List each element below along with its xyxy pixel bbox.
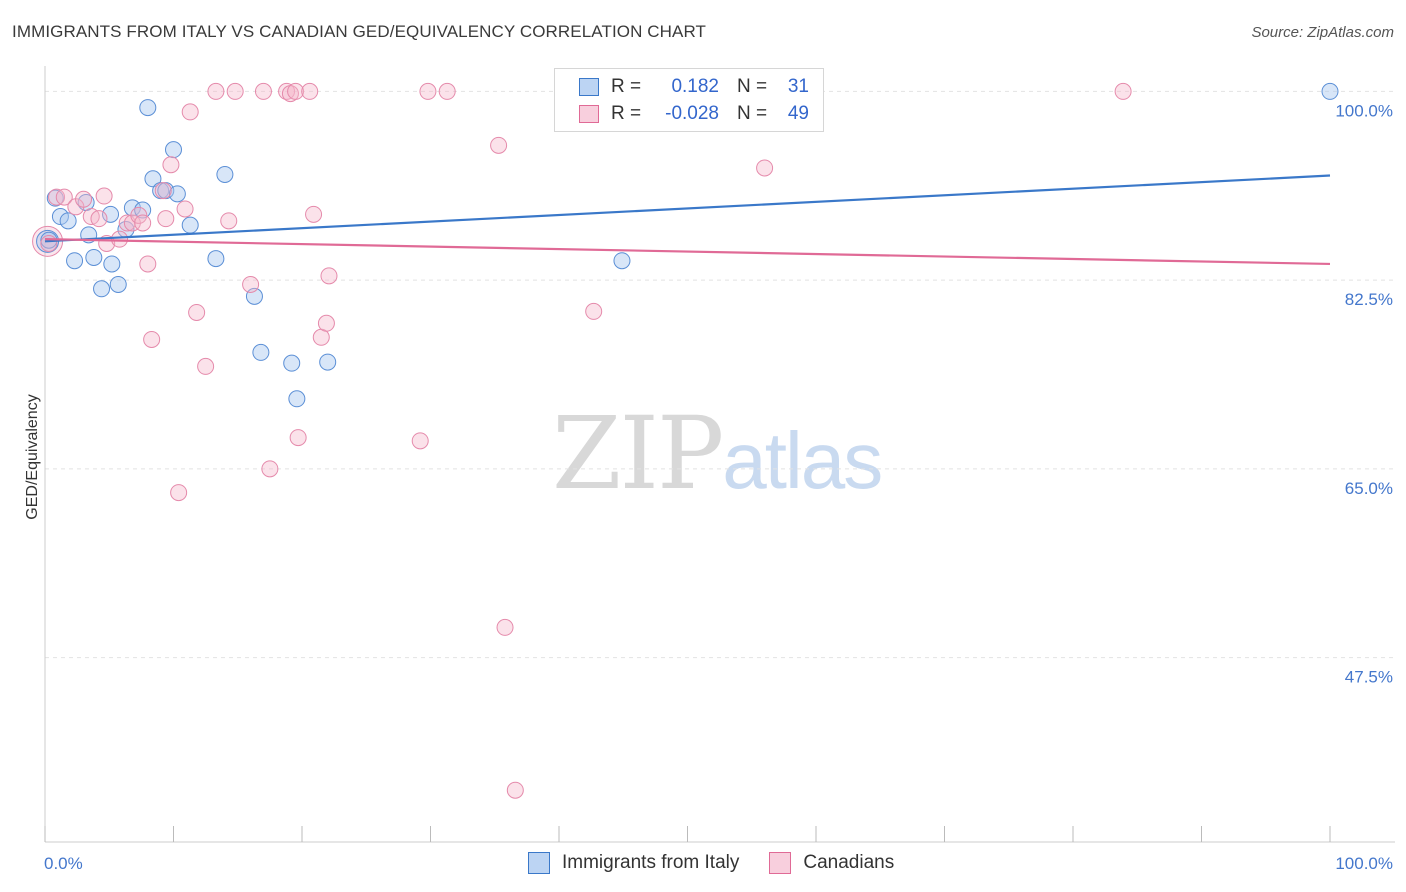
legend-n-label: N = xyxy=(737,103,768,124)
point-canadians xyxy=(419,82,437,100)
series-swatch-canadians xyxy=(769,852,792,874)
trend-line-canadians xyxy=(44,238,1331,266)
point-canadians xyxy=(287,82,305,100)
point-italy xyxy=(216,165,234,183)
point-canadians xyxy=(411,432,429,450)
point-canadians xyxy=(143,330,161,348)
point-canadians xyxy=(490,136,508,154)
series-legend-canadians[interactable]: Canadians xyxy=(769,852,894,874)
data-points xyxy=(32,82,1339,799)
point-canadians xyxy=(154,182,172,200)
point-canadians xyxy=(756,159,774,177)
point-italy xyxy=(283,354,301,372)
point-canadians xyxy=(197,357,215,375)
point-canadians xyxy=(90,210,108,228)
point-italy xyxy=(144,170,162,188)
watermark-atlas: atlas xyxy=(722,416,883,505)
point-canadians xyxy=(496,618,514,636)
series-swatch-italy xyxy=(528,852,550,874)
point-italy xyxy=(109,275,127,293)
point-italy xyxy=(51,208,69,226)
point-italy xyxy=(66,252,84,270)
legend-n-value: 49 xyxy=(787,103,809,124)
point-canadians xyxy=(188,303,206,321)
legend-n-value: 31 xyxy=(787,76,809,97)
point-canadians xyxy=(157,210,175,228)
x-tick-label: 0.0% xyxy=(44,854,83,873)
point-canadians xyxy=(317,314,335,332)
point-italy xyxy=(181,216,199,234)
legend-r-value: 0.182 xyxy=(671,76,719,97)
y-tick-label: 82.5% xyxy=(1345,290,1393,309)
point-canadians xyxy=(1114,82,1132,100)
point-canadians xyxy=(585,302,603,320)
point-italy xyxy=(165,141,182,159)
point-italy xyxy=(1321,82,1339,100)
point-canadians xyxy=(162,156,180,174)
axes xyxy=(44,66,1395,843)
legend-r-label: R = xyxy=(611,103,642,124)
legend-row-italy: R = 0.182 N = 31 xyxy=(579,74,809,100)
legend-swatch-canadians xyxy=(579,105,599,123)
legend-row-canadians: R = -0.028 N = 49 xyxy=(579,101,809,127)
chart-title: IMMIGRANTS FROM ITALY VS CANADIAN GED/EQ… xyxy=(12,22,707,41)
point-italy xyxy=(139,99,157,117)
point-italy xyxy=(59,212,77,230)
point-canadians xyxy=(320,267,338,285)
point-canadians xyxy=(301,82,319,100)
point-italy xyxy=(93,280,111,298)
point-canadians xyxy=(261,460,279,478)
point-canadians xyxy=(438,82,456,100)
point-italy xyxy=(103,255,121,273)
gridlines xyxy=(45,90,1395,659)
point-canadians xyxy=(75,190,93,208)
series-legend-italy[interactable]: Immigrants from Italy xyxy=(528,852,739,874)
axis-labels: 100.0% 82.5% 65.0% 47.5% 0.0% 100.0% GED/Equiv… xyxy=(24,101,1393,873)
point-canadians xyxy=(181,103,199,121)
point-canadians xyxy=(207,82,225,100)
x-tick-label: 100.0% xyxy=(1335,854,1393,873)
series-legend: Immigrants from Italy Canadians xyxy=(528,852,924,874)
point-canadians xyxy=(111,230,129,248)
point-canadians xyxy=(176,200,194,218)
point-italy xyxy=(207,250,225,268)
y-tick-label: 47.5% xyxy=(1345,668,1393,687)
point-canadians xyxy=(506,781,524,799)
legend-r-label: R = xyxy=(611,76,642,97)
point-canadians xyxy=(220,212,238,230)
y-tick-label: 100.0% xyxy=(1335,101,1393,120)
point-canadians xyxy=(40,234,58,252)
point-canadians xyxy=(254,82,272,100)
legend-r-value: -0.028 xyxy=(665,103,719,124)
trend-lines xyxy=(44,174,1331,266)
y-axis-title: GED/Equivalency xyxy=(24,394,41,519)
trend-line-italy xyxy=(44,174,1331,243)
point-italy xyxy=(85,248,103,266)
point-canadians xyxy=(139,255,157,273)
series-legend-label: Canadians xyxy=(803,852,895,873)
point-italy xyxy=(319,353,337,371)
point-italy xyxy=(613,252,631,270)
point-canadians xyxy=(289,429,307,447)
watermark-zip: ZIP xyxy=(552,395,724,512)
point-italy xyxy=(46,189,64,207)
source-label: Source: ZipAtlas.com xyxy=(1251,24,1394,41)
y-tick-label: 65.0% xyxy=(1345,479,1393,498)
point-canadians xyxy=(305,205,323,223)
point-canadians xyxy=(134,214,152,232)
point-canadians xyxy=(95,187,113,205)
point-italy xyxy=(168,185,186,203)
point-canadians xyxy=(55,188,73,206)
legend-swatch-italy xyxy=(579,78,599,96)
series-legend-label: Immigrants from Italy xyxy=(562,852,740,873)
point-italy xyxy=(252,343,270,361)
point-canadians xyxy=(170,484,188,502)
point-canadians xyxy=(242,275,260,293)
stats-legend: R = 0.182 N = 31 R = -0.028 N = 49 xyxy=(554,68,824,132)
point-canadians xyxy=(226,82,244,100)
watermark: ZIPatlas xyxy=(552,395,883,512)
legend-n-label: N = xyxy=(737,76,768,97)
point-italy xyxy=(288,390,306,408)
